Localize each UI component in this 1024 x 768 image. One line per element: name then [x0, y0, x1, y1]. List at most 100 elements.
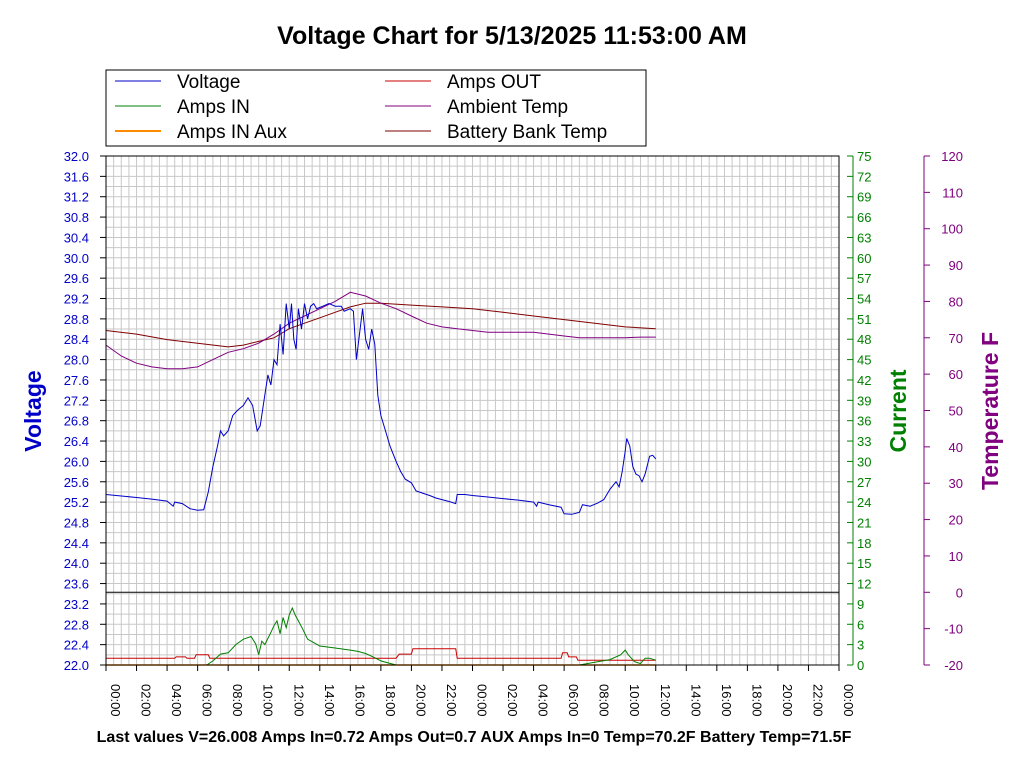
current-tick-label: 9: [857, 597, 864, 612]
voltage-tick-label: 26.8: [64, 414, 89, 429]
x-tick-label: 06:00: [566, 684, 581, 717]
voltage-tick-label: 26.0: [64, 454, 89, 469]
legend-box: [105, 69, 647, 147]
x-tick-label: 16:00: [719, 684, 734, 717]
current-axis-title: Current: [885, 369, 911, 452]
temperature-tick-label: 50: [949, 404, 963, 419]
x-tick-label: 12:00: [291, 684, 306, 717]
temperature-tick-label: 60: [949, 367, 963, 382]
current-tick-label: 45: [857, 353, 871, 368]
current-tick-label: 6: [857, 617, 864, 632]
voltage-axis-title: Voltage: [20, 370, 46, 451]
temperature-axis-title: Temperature F: [977, 332, 1003, 490]
current-tick-label: 72: [857, 169, 871, 184]
current-tick-label: 27: [857, 475, 871, 490]
temperature-tick-label: 100: [941, 222, 963, 237]
current-tick-label: 51: [857, 312, 871, 327]
voltage-tick-label: 26.4: [64, 434, 89, 449]
current-tick-label: 24: [857, 495, 871, 510]
current-tick-label: 12: [857, 577, 871, 592]
voltage-tick-label: 31.2: [64, 190, 89, 205]
current-tick-label: 36: [857, 414, 871, 429]
x-tick-label: 18:00: [749, 684, 764, 717]
chart-title: Voltage Chart for 5/13/2025 11:53:00 AM: [277, 22, 747, 50]
temperature-tick-label: 90: [949, 258, 963, 273]
current-tick-label: 75: [857, 149, 871, 164]
x-tick-label: 02:00: [505, 684, 520, 717]
x-tick-label: 22:00: [810, 684, 825, 717]
voltage-tick-label: 32.0: [64, 149, 89, 164]
temperature-tick-label: 20: [949, 513, 963, 528]
voltage-tick-label: 27.2: [64, 393, 89, 408]
voltage-tick-label: 22.8: [64, 617, 89, 632]
current-tick-label: 60: [857, 251, 871, 266]
current-tick-label: 0: [857, 658, 864, 673]
x-tick-label: 10:00: [261, 684, 276, 717]
voltage-tick-label: 28.4: [64, 332, 89, 347]
voltage-tick-label: 24.0: [64, 556, 89, 571]
voltage-tick-label: 24.4: [64, 536, 89, 551]
x-tick-label: 18:00: [383, 684, 398, 717]
x-tick-label: 14:00: [322, 684, 337, 717]
voltage-tick-label: 30.0: [64, 251, 89, 266]
voltage-tick-label: 27.6: [64, 373, 89, 388]
temperature-tick-label: 110: [942, 185, 963, 200]
current-tick-label: 69: [857, 190, 871, 205]
temperature-tick-label: 0: [956, 585, 963, 600]
current-tick-label: 18: [857, 536, 871, 551]
legend-label-amps-out: Amps OUT: [447, 72, 541, 93]
x-tick-label: 16:00: [352, 684, 367, 717]
x-tick-label: 22:00: [444, 684, 459, 717]
temperature-tick-label: 120: [941, 149, 963, 164]
x-tick-label: 00:00: [475, 684, 490, 717]
voltage-tick-label: 28.0: [64, 353, 89, 368]
x-tick-label: 20:00: [413, 684, 428, 717]
current-tick-label: 3: [857, 638, 864, 653]
current-tick-label: 21: [857, 515, 871, 530]
x-tick-label: 04:00: [536, 684, 551, 717]
x-tick-label: 20:00: [780, 684, 795, 717]
series-line-voltage: [105, 302, 657, 515]
x-tick-label: 02:00: [139, 684, 154, 717]
voltage-tick-label: 25.2: [64, 495, 89, 510]
voltage-tick-label: 29.6: [64, 271, 89, 286]
temperature-tick-label: 10: [949, 549, 963, 564]
voltage-tick-label: 28.8: [64, 312, 89, 327]
voltage-tick-label: 23.6: [64, 577, 89, 592]
temperature-tick-label: 70: [949, 331, 963, 346]
series-line-amps-out: [106, 648, 656, 661]
legend-label-voltage: Voltage: [177, 72, 240, 93]
plot-grid: [105, 155, 840, 666]
legend: Voltage Amps IN Amps IN Aux Amps OUT Ambient…: [105, 69, 647, 147]
legend-label-amps-in: Amps IN: [177, 97, 250, 118]
x-tick-label: 14:00: [688, 684, 703, 717]
voltage-tick-label: 25.6: [64, 475, 89, 490]
current-tick-label: 33: [857, 434, 871, 449]
series-line-ambient-temp: [105, 291, 656, 370]
x-tick-label: 08:00: [230, 684, 245, 717]
x-tick-label: 10:00: [627, 684, 642, 717]
x-tick-label: 00:00: [841, 684, 856, 717]
voltage-tick-label: 23.2: [64, 597, 89, 612]
voltage-tick-label: 24.8: [64, 515, 89, 530]
legend-label-amps-in-aux: Amps IN Aux: [177, 122, 287, 143]
voltage-tick-label: 30.8: [64, 210, 89, 225]
current-tick-label: 66: [857, 210, 871, 225]
temperature-tick-label: -10: [944, 622, 963, 637]
temperature-tick-label: -20: [944, 658, 963, 673]
current-tick-label: 48: [857, 332, 871, 347]
temperature-tick-label: 80: [949, 294, 963, 309]
current-tick-label: 63: [857, 230, 871, 245]
x-tick-label: 00:00: [108, 684, 123, 717]
last-values-footer: Last values V=26.008 Amps In=0.72 Amps O…: [96, 729, 852, 746]
x-tick-label: 12:00: [658, 684, 673, 717]
x-tick-label: 08:00: [597, 684, 612, 717]
temperature-tick-label: 40: [949, 440, 963, 455]
current-tick-label: 42: [857, 373, 871, 388]
series-line-amps-in: [106, 606, 656, 666]
temperature-tick-label: 30: [949, 476, 963, 491]
current-tick-label: 39: [857, 393, 871, 408]
voltage-tick-label: 30.4: [64, 230, 89, 245]
voltage-tick-label: 22.4: [64, 638, 89, 653]
